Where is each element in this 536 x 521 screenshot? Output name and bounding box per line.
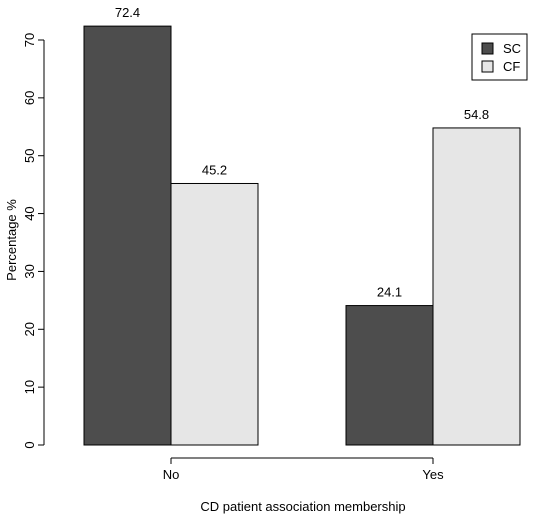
y-tick-label-40: 40	[22, 206, 37, 220]
bar-sc-no	[83, 25, 172, 446]
legend-box	[471, 33, 528, 81]
legend: SC CF	[471, 33, 528, 81]
data-labels: 72.4 45.2 24.1 54.8	[115, 5, 489, 299]
bars	[83, 25, 521, 446]
data-label-sc-yes: 24.1	[377, 285, 402, 300]
y-tick-label-10: 10	[22, 380, 37, 394]
bar-cf-no	[170, 182, 259, 446]
data-label-cf-no: 45.2	[202, 162, 227, 177]
data-label-cf-yes: 54.8	[464, 107, 489, 122]
bar-sc-yes	[345, 305, 434, 446]
y-tick-label-60: 60	[22, 91, 37, 105]
x-axis: No Yes	[163, 457, 444, 482]
legend-label-cf: CF	[503, 59, 520, 74]
y-tick-label-20: 20	[22, 322, 37, 336]
legend-swatch-cf	[481, 60, 494, 73]
x-tick-label-no: No	[163, 467, 180, 482]
y-axis-title: Percentage %	[4, 199, 19, 281]
data-label-sc-no: 72.4	[115, 5, 140, 20]
y-axis: 0 10 20 30 40 50 60 70	[22, 33, 45, 449]
y-tick-label-0: 0	[22, 441, 37, 448]
y-tick-label-50: 50	[22, 148, 37, 162]
legend-swatch-sc	[481, 42, 494, 55]
bar-cf-yes	[432, 127, 521, 446]
legend-label-sc: SC	[503, 41, 521, 56]
x-tick-label-yes: Yes	[422, 467, 444, 482]
y-tick-label-70: 70	[22, 33, 37, 47]
y-tick-label-30: 30	[22, 264, 37, 278]
x-axis-title: CD patient association membership	[200, 499, 405, 514]
